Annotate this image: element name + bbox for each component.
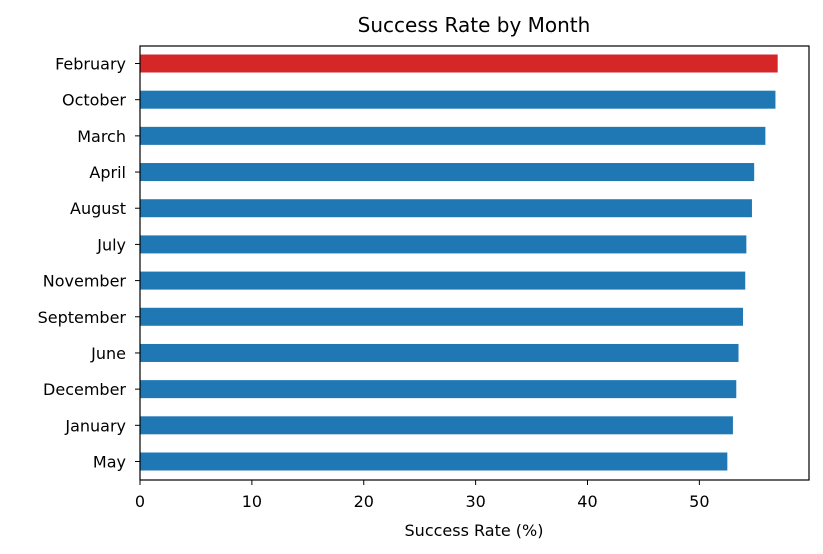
bar-december xyxy=(140,380,737,399)
x-tick-label: 40 xyxy=(577,492,597,511)
x-tick-label: 30 xyxy=(465,492,485,511)
bars-group xyxy=(140,54,778,471)
bar-october xyxy=(140,90,776,109)
bar-july xyxy=(140,235,747,254)
y-tick-label: May xyxy=(93,453,126,472)
bar-january xyxy=(140,416,733,435)
chart-title: Success Rate by Month xyxy=(358,13,591,37)
x-axis-label: Success Rate (%) xyxy=(405,521,544,540)
y-tick-label: November xyxy=(43,272,127,291)
bar-may xyxy=(140,452,728,471)
bar-april xyxy=(140,163,755,182)
x-tick-label: 10 xyxy=(242,492,262,511)
y-tick-label: April xyxy=(89,163,126,182)
y-tick-label: December xyxy=(43,380,126,399)
x-tick-label: 50 xyxy=(689,492,709,511)
bar-august xyxy=(140,199,752,218)
y-tick-label: January xyxy=(64,416,126,435)
bar-november xyxy=(140,271,746,290)
bar-june xyxy=(140,343,739,362)
y-tick-label: October xyxy=(62,91,126,110)
x-axis-ticks: 0 10 20 30 40 50 xyxy=(135,480,710,511)
y-tick-label: February xyxy=(55,55,126,74)
x-tick-label: 20 xyxy=(354,492,374,511)
bar-march xyxy=(140,126,766,145)
bar-february xyxy=(140,54,778,73)
y-tick-label: July xyxy=(96,235,126,254)
y-tick-label: August xyxy=(70,199,126,218)
plot-frame xyxy=(139,45,810,481)
y-tick-label: March xyxy=(77,127,126,146)
y-tick-label: September xyxy=(38,308,127,327)
bar-september xyxy=(140,307,743,326)
x-tick-label: 0 xyxy=(135,492,145,511)
y-axis-ticks: February October March April August July Novem… xyxy=(38,55,140,472)
y-tick-label: June xyxy=(90,344,126,363)
